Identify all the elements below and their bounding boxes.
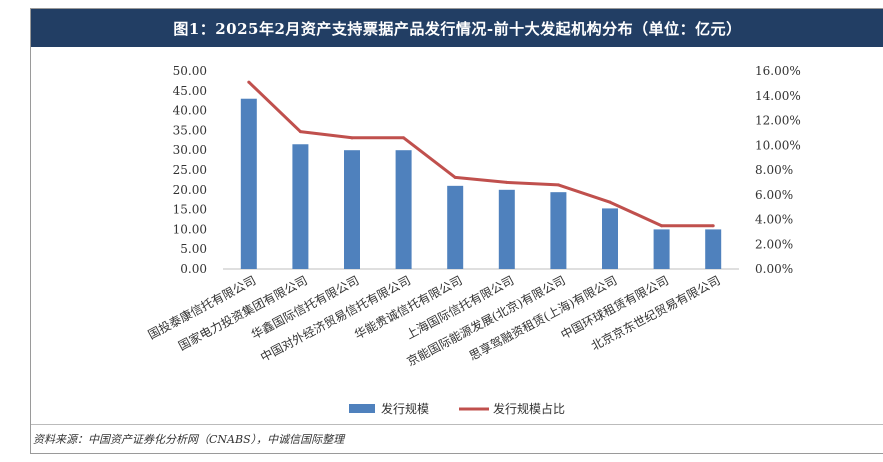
bar (602, 208, 618, 269)
y-right-tick-label: 14.00% (755, 89, 801, 103)
y-left-tick-label: 25.00 (173, 163, 207, 177)
legend-label-line: 发行规模占比 (493, 401, 565, 416)
source-divider (31, 424, 883, 425)
y-left-tick-label: 10.00 (173, 222, 207, 236)
chart-title: 图1：2025年2月资产支持票据产品发行情况-前十大发起机构分布（单位：亿元） (31, 9, 883, 47)
line-point (453, 175, 457, 179)
y-right-tick-label: 2.00% (755, 237, 793, 251)
y-right-tick-label: 6.00% (755, 188, 793, 202)
bar (447, 185, 464, 269)
bar (653, 229, 670, 269)
bar (240, 98, 257, 269)
line-point (402, 136, 406, 140)
line-point (711, 224, 715, 228)
y-right-tick-label: 10.00% (755, 138, 801, 152)
bar (550, 192, 567, 269)
y-left-tick-label: 0.00 (180, 262, 207, 276)
line-point (350, 136, 354, 140)
y-right-tick-label: 4.00% (755, 213, 793, 227)
y-right-tick-label: 8.00% (755, 163, 793, 177)
y-left-tick-label: 35.00 (173, 123, 207, 137)
y-left-tick-label: 40.00 (173, 104, 207, 118)
line-point (660, 224, 664, 228)
y-left-tick-label: 30.00 (173, 143, 207, 157)
line-point (298, 130, 302, 134)
y-right-tick-label: 0.00% (755, 262, 793, 276)
y-left-tick-label: 15.00 (173, 203, 207, 217)
y-left-tick-label: 50.00 (173, 64, 207, 78)
source-note: 资料来源：中国资产证券化分析网（CNABS），中诚信国际整理 (33, 433, 345, 446)
chart-canvas: 0.00 5.00 10.00 15.00 20.00 25.00 30.00 35.00 40… (145, 64, 801, 416)
line-point (247, 80, 251, 84)
bar (705, 229, 722, 269)
bar (292, 144, 309, 269)
line-series (247, 81, 714, 228)
y-right-tick-label: 16.00% (755, 64, 801, 78)
y-left-tick-label: 5.00 (180, 242, 207, 256)
line-point (505, 180, 509, 184)
line-point (556, 183, 560, 187)
chart-frame: 图1：2025年2月资产支持票据产品发行情况-前十大发起机构分布（单位：亿元） … (30, 8, 883, 454)
y-left-tick-label: 20.00 (173, 183, 207, 197)
bar (498, 189, 515, 269)
line-point (608, 200, 612, 204)
legend-label-bar: 发行规模 (381, 401, 429, 416)
bar (344, 150, 360, 269)
bar (395, 150, 412, 269)
y-right-tick-label: 12.00% (755, 114, 801, 128)
legend-swatch-bar (349, 404, 375, 413)
y-left-tick-label: 45.00 (173, 84, 207, 98)
